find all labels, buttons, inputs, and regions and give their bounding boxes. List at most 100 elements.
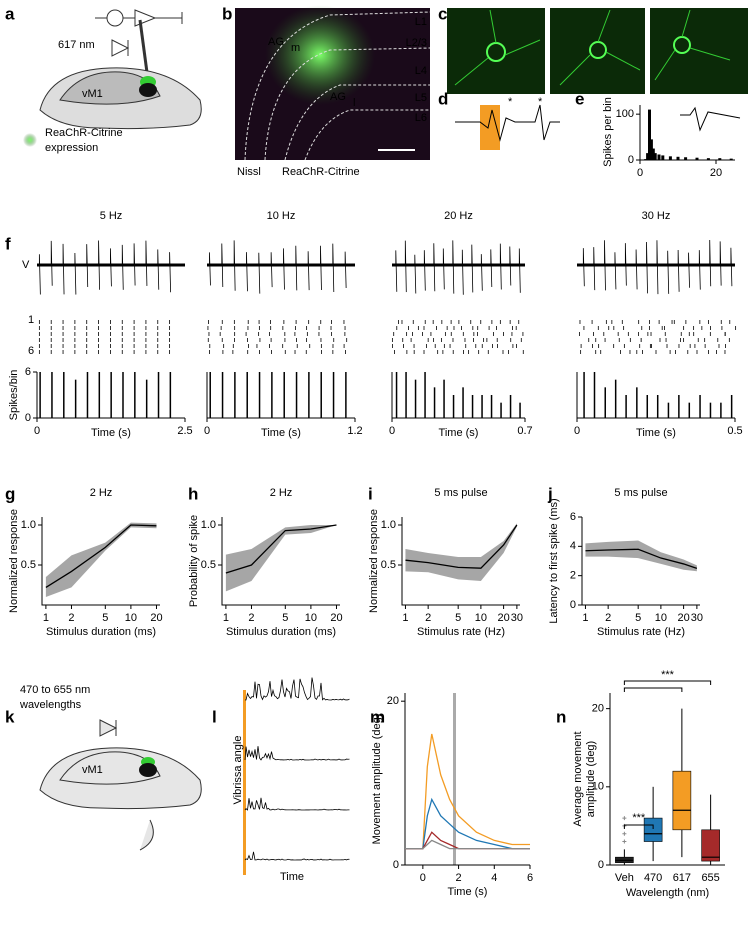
bar — [500, 402, 502, 418]
x-tick-label: 1 — [43, 612, 49, 624]
y-tick-label: 0.5 — [201, 559, 216, 571]
panel-label: h — [188, 484, 198, 503]
bar — [657, 154, 661, 160]
chart-title: 2 Hz — [270, 487, 293, 499]
x-tick-label: 20 — [330, 612, 342, 624]
bar — [271, 372, 273, 418]
x-tick-label: 617 — [673, 872, 691, 884]
error-band — [585, 540, 697, 572]
x-tick-label: 10 — [655, 612, 667, 624]
legend-label: ReaChR-Citrine — [45, 127, 123, 139]
layer-label: L2/3 — [406, 37, 427, 49]
line — [585, 548, 698, 569]
panel-label: k — [5, 707, 15, 726]
panel-label: d — [438, 89, 448, 108]
y-axis-label: Spikes/bin — [8, 370, 20, 421]
bar — [695, 157, 699, 160]
x-tick-label: 0 — [389, 425, 395, 437]
x-tick-label: 0 — [574, 425, 580, 437]
error-band — [45, 522, 157, 597]
x-tick-label: 20 — [710, 167, 722, 179]
bar — [653, 153, 657, 160]
y-axis-label: Probability of spike — [188, 515, 200, 607]
x-tick-label: 20 — [150, 612, 162, 624]
box — [672, 770, 692, 831]
bar — [720, 402, 722, 418]
raster-label: 1 — [28, 314, 34, 326]
y-tick-label: 0 — [598, 859, 604, 871]
y-tick-label: 10 — [592, 781, 604, 793]
significance-mark: * — [538, 96, 543, 108]
x-tick-label: 2 — [68, 612, 74, 624]
y-axis-label: Latency to first spike (ms) — [548, 498, 560, 623]
bar — [583, 372, 585, 418]
bar — [98, 372, 101, 418]
panel-label: b — [222, 4, 232, 23]
x-axis-label: Stimulus duration (ms) — [226, 626, 336, 638]
x-tick-label: 0 — [34, 425, 40, 437]
bar — [345, 372, 347, 418]
bar — [209, 372, 211, 418]
bar — [283, 372, 285, 418]
raster-row — [208, 320, 345, 324]
x-axis-label: Time (s) — [448, 886, 488, 898]
x-tick-label: 1.2 — [347, 425, 362, 437]
y-tick-label: 1.0 — [21, 519, 36, 531]
bar — [145, 379, 148, 418]
light-pulse — [243, 690, 246, 875]
vm1-region — [139, 763, 157, 777]
bar — [646, 395, 649, 418]
whisker-trace — [244, 746, 350, 761]
outlier — [622, 831, 627, 836]
chart-title: 5 Hz — [100, 210, 123, 222]
bar — [636, 387, 638, 418]
bar — [169, 372, 172, 418]
bar — [481, 395, 483, 418]
micrographs — [447, 8, 748, 94]
y-tick-label: 6 — [25, 366, 31, 378]
x-tick-label: 30 — [511, 612, 523, 624]
raster-row — [580, 344, 726, 348]
significance-label: *** — [632, 812, 646, 824]
bar — [667, 402, 670, 418]
panel-label: g — [5, 484, 15, 503]
axis-line — [576, 372, 735, 419]
area-subscript: m — [291, 42, 300, 54]
y-axis-label: Spikes per bin — [602, 97, 614, 167]
area-label: AG — [268, 36, 284, 48]
chart-title: 2 Hz — [90, 487, 113, 499]
panel-label: i — [368, 484, 373, 503]
significance-label: *** — [661, 669, 675, 681]
bar — [424, 372, 426, 418]
x-axis-label: Stimulus rate (Hz) — [597, 626, 685, 638]
whisker-trace — [244, 797, 350, 811]
bar — [699, 395, 701, 418]
bar — [39, 372, 41, 418]
y-tick-label: 20 — [592, 703, 604, 715]
bar — [614, 379, 617, 418]
y-tick-label: 0.5 — [381, 559, 396, 571]
bar — [221, 372, 224, 418]
area-label: AG — [330, 91, 346, 103]
bar — [490, 395, 493, 418]
bar — [122, 372, 124, 418]
bar — [443, 379, 445, 418]
bar — [661, 155, 665, 160]
x-tick-label: 0 — [204, 425, 210, 437]
y-tick-label: 1.0 — [201, 519, 216, 531]
bar — [651, 148, 655, 160]
x-tick-label: 2 — [248, 612, 254, 624]
stim-marker — [453, 693, 456, 865]
y-tick-label: 6 — [570, 511, 576, 523]
raster-row — [393, 332, 524, 336]
bar — [157, 372, 160, 418]
x-tick-label: Veh — [615, 872, 634, 884]
x-axis-label: Time (s) — [439, 427, 479, 439]
raster-row — [391, 338, 522, 342]
bar — [51, 372, 53, 418]
raster-row — [579, 332, 726, 336]
raster-row — [207, 338, 348, 342]
x-tick-label: 20 — [497, 612, 509, 624]
bar — [668, 156, 672, 160]
raster-row — [38, 344, 171, 348]
